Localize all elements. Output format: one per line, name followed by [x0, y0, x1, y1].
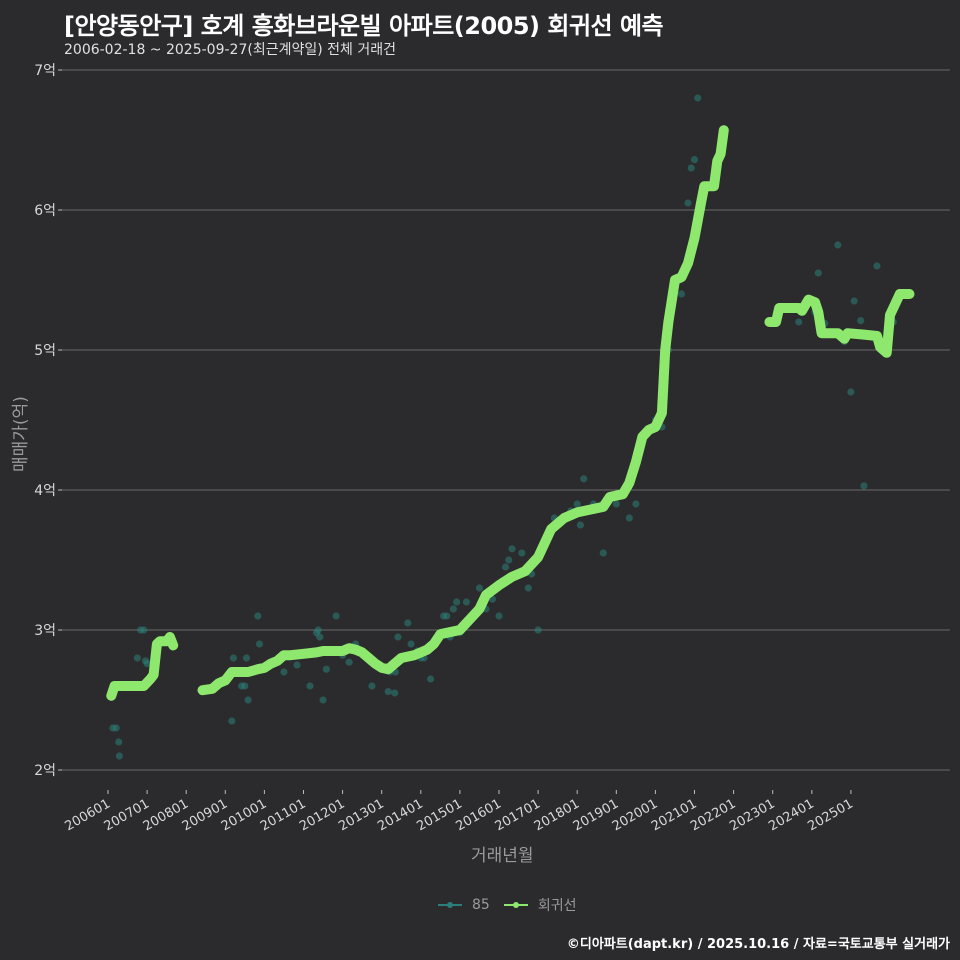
scatter-point [580, 475, 588, 483]
scatter-point [255, 640, 264, 648]
scatter-series-key-icon [438, 900, 462, 910]
scatter-point [229, 654, 238, 662]
scatter-point [115, 752, 124, 760]
scatter-point [495, 612, 503, 620]
scatter-point [316, 633, 324, 641]
scatter-point [314, 626, 322, 634]
scatter-point [453, 598, 461, 606]
scatter-point [407, 640, 415, 648]
scatter-point [254, 612, 262, 620]
chart-title: [안양동안구] 호계 흥화브라운빌 아파트(2005) 회귀선 예측 [64, 12, 664, 40]
scatter-point [404, 619, 412, 627]
scatter-point [847, 388, 855, 396]
scatter-point [687, 164, 695, 172]
scatter-point [508, 545, 516, 553]
legend-item-regression[interactable]: 회귀선 [503, 895, 577, 915]
scatter-point [576, 521, 585, 529]
source-credit: ©디아파트(dapt.kr) / 2025.10.16 / 자료=국토교통부 실… [566, 937, 950, 952]
scatter-point [834, 241, 842, 249]
y-tick-label: 5억 [34, 343, 56, 359]
scatter-point [684, 199, 692, 207]
scatter-point [612, 500, 620, 508]
scatter-point [573, 500, 581, 508]
scatter-point [625, 514, 633, 522]
scatter-point [443, 612, 451, 620]
scatter-point [690, 156, 699, 164]
scatter-point [524, 584, 532, 592]
scatter-point [112, 724, 120, 732]
y-axis-ticks: 2억 3억 4억 5억 6억 7억 [34, 63, 62, 779]
scatter-point [860, 482, 868, 490]
scatter-point [501, 563, 510, 571]
scatter-point [394, 633, 402, 641]
x-axis-ticks: 2006012007012008012009012010012011012012… [63, 790, 856, 834]
scatter-point [242, 654, 251, 662]
scatter-point [475, 584, 484, 592]
scatter-point [241, 682, 249, 690]
legend-item-85[interactable]: 85 [438, 897, 490, 913]
scatter-point [462, 598, 471, 606]
y-tick-label: 4억 [34, 483, 56, 499]
scatter-point [632, 500, 640, 508]
scatter-point [133, 654, 141, 662]
scatter-point [534, 626, 542, 634]
legend: 85 회귀선 [438, 895, 582, 915]
scatter-point [140, 626, 148, 634]
scatter-point [873, 262, 881, 270]
scatter-point [391, 689, 399, 697]
scatter-point [857, 317, 865, 325]
line-series-key-icon [503, 900, 528, 910]
scatter-point [319, 696, 327, 704]
regression-segment [197, 125, 729, 696]
regression-line [106, 125, 915, 701]
scatter-point [850, 297, 858, 305]
scatter-point [795, 318, 803, 326]
regression-segment [764, 289, 915, 358]
legend-label-regression: 회귀선 [537, 898, 577, 914]
scatter-point [293, 661, 301, 669]
scatter-point [143, 660, 151, 668]
scatter-point [115, 738, 123, 746]
gridlines [62, 69, 950, 771]
scatter-point [244, 696, 252, 704]
scatter-point [306, 682, 314, 690]
scatter-point [322, 665, 330, 673]
y-tick-label: 6억 [34, 203, 56, 219]
scatter-point [332, 612, 340, 620]
scatter-point [694, 94, 702, 102]
y-tick-label: 2억 [34, 763, 56, 779]
scatter-point [368, 682, 376, 690]
scatter-point [518, 549, 526, 557]
chart-subtitle: 2006-02-18 ~ 2025-09-27(최근계약일) 전체 거래건 [64, 42, 396, 58]
scatter-point [280, 668, 288, 676]
legend-label-85: 85 [472, 897, 490, 913]
x-axis-label: 거래년월 [471, 846, 534, 866]
scatter-point [677, 290, 686, 298]
scatter-point [426, 675, 435, 683]
y-axis-label: 매매가(억) [11, 396, 31, 472]
scatter-point [384, 688, 392, 696]
y-tick-label: 3억 [34, 623, 56, 639]
scatter-point [599, 549, 607, 557]
regression-segment [106, 632, 179, 701]
scatter-point [449, 605, 457, 613]
scatter-point [814, 269, 822, 277]
y-tick-label: 7억 [34, 63, 56, 79]
scatter-point [345, 658, 353, 666]
x-tick-label: 202501 [805, 796, 855, 834]
scatter-point [228, 717, 236, 725]
scatter-points-85 [109, 94, 897, 760]
scatter-point [505, 556, 513, 564]
